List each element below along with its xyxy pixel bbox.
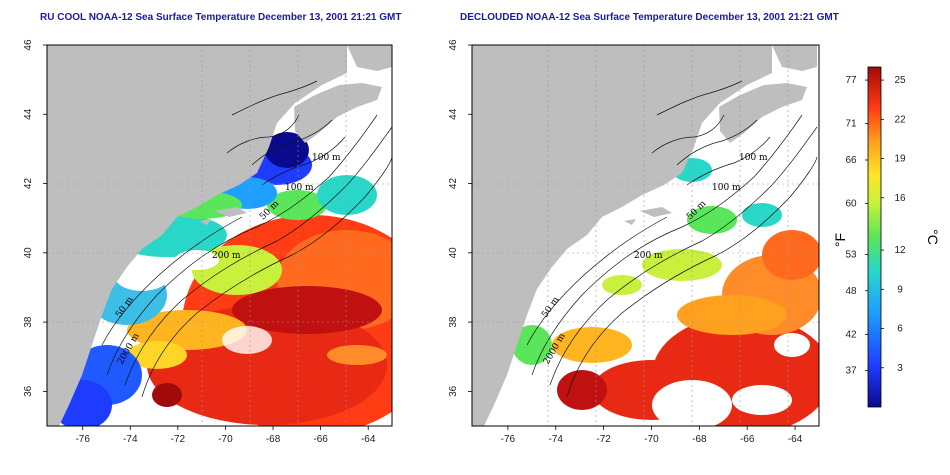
right-contour-label-200: 200 m xyxy=(634,251,663,261)
right-lat-tick-1: 38 xyxy=(448,316,459,328)
left-lat-tick-4: 44 xyxy=(23,108,34,120)
left-panel-title: RU COOL NOAA-12 Sea Surface Temperature … xyxy=(40,12,402,23)
celsius-tick-4: 12 xyxy=(894,245,906,256)
colorbar-gradient xyxy=(867,66,882,408)
left-lon-tick-4: -68 xyxy=(266,434,281,445)
fahrenheit-unit-label: °F xyxy=(832,233,848,247)
left-map-panel: 100 m 100 m 50 m 200 m 50 m 2000 m xyxy=(46,44,393,427)
right-lat-tick-5: 46 xyxy=(448,39,459,51)
left-lat-tick-5: 46 xyxy=(23,39,34,51)
right-lon-tick-0: -76 xyxy=(501,434,516,445)
left-contour-label-100a: 100 m xyxy=(312,153,341,163)
left-contour-label-200: 200 m xyxy=(212,251,241,261)
left-lon-tick-6: -64 xyxy=(361,434,376,445)
celsius-tick-0: 25 xyxy=(894,75,906,86)
right-lat-tick-3: 42 xyxy=(448,178,459,190)
fahrenheit-tick-0: 77 xyxy=(845,75,857,86)
left-lat-tick-0: 36 xyxy=(23,385,34,397)
left-lat-tick-3: 42 xyxy=(23,178,34,190)
celsius-tick-2: 19 xyxy=(894,154,906,165)
fahrenheit-tick-3: 60 xyxy=(845,199,857,210)
fahrenheit-tick-1: 71 xyxy=(845,119,857,130)
celsius-tick-5: 9 xyxy=(897,284,903,295)
celsius-tick-6: 6 xyxy=(897,324,903,335)
right-lat-tick-2: 40 xyxy=(448,247,459,259)
left-lat-tick-1: 38 xyxy=(23,316,34,328)
right-panel-title: DECLOUDED NOAA-12 Sea Surface Temperatur… xyxy=(460,12,839,23)
left-lon-tick-2: -72 xyxy=(171,434,186,445)
fahrenheit-tick-2: 66 xyxy=(845,155,857,166)
celsius-tick-7: 3 xyxy=(897,363,903,374)
map-axes: -76 -74 -72 -70 -68 -66 -64 36 38 40 42 44 46 -76 -74 -… xyxy=(23,39,803,445)
left-contour-label-100b: 100 m xyxy=(285,183,314,193)
celsius-tick-3: 16 xyxy=(894,193,906,204)
left-lat-tick-2: 40 xyxy=(23,247,34,259)
right-lat-tick-0: 36 xyxy=(448,385,459,397)
right-lon-tick-3: -70 xyxy=(644,434,659,445)
fahrenheit-tick-7: 37 xyxy=(845,366,857,377)
left-lon-tick-3: -70 xyxy=(218,434,233,445)
temperature-colorbar: 25 22 19 16 12 9 6 3 77 71 66 60 53 48 42 37 °F °C xyxy=(832,66,941,408)
right-lon-tick-4: -68 xyxy=(692,434,707,445)
right-lon-tick-1: -74 xyxy=(549,434,564,445)
left-lon-tick-5: -66 xyxy=(313,434,328,445)
right-contour-label-100a: 100 m xyxy=(739,153,768,163)
celsius-unit-label: °C xyxy=(925,229,941,245)
left-lon-tick-1: -74 xyxy=(123,434,138,445)
left-lon-tick-0: -76 xyxy=(75,434,90,445)
right-lon-tick-6: -64 xyxy=(788,434,803,445)
right-contour-label-100b: 100 m xyxy=(712,183,741,193)
right-lat-tick-4: 44 xyxy=(448,108,459,120)
right-lon-tick-5: -66 xyxy=(740,434,755,445)
fahrenheit-tick-4: 53 xyxy=(845,249,857,260)
fahrenheit-tick-5: 48 xyxy=(845,286,857,297)
right-map-panel: 100 m 100 m 50 m 200 m 50 m 2000 m xyxy=(471,44,820,427)
right-lon-tick-2: -72 xyxy=(596,434,611,445)
fahrenheit-tick-6: 42 xyxy=(845,329,857,340)
celsius-tick-1: 22 xyxy=(894,114,906,125)
